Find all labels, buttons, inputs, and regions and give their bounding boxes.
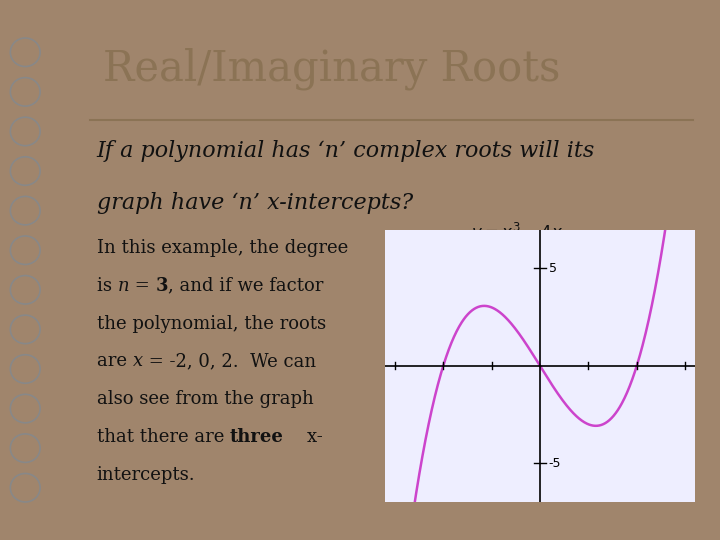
Text: are: are (96, 353, 132, 370)
Text: the polynomial, the roots: the polynomial, the roots (96, 315, 326, 333)
Text: If a polynomial has ‘n’ complex roots will its: If a polynomial has ‘n’ complex roots wi… (96, 140, 595, 163)
Text: x: x (132, 353, 143, 370)
Text: 5: 5 (549, 262, 557, 275)
Text: $y = x^3 - 4x$: $y = x^3 - 4x$ (471, 221, 563, 245)
Text: x-: x- (284, 428, 323, 446)
Text: In this example, the degree: In this example, the degree (96, 239, 348, 257)
Text: -5: -5 (549, 457, 561, 470)
Text: intercepts.: intercepts. (96, 466, 195, 484)
Text: that there are: that there are (96, 428, 230, 446)
Text: 3: 3 (156, 276, 168, 295)
Text: Real/Imaginary Roots: Real/Imaginary Roots (104, 47, 561, 90)
Text: , and if we factor: , and if we factor (168, 276, 323, 295)
Text: = -2, 0, 2.  We can: = -2, 0, 2. We can (143, 353, 316, 370)
Text: is: is (96, 276, 117, 295)
Text: also see from the graph: also see from the graph (96, 390, 313, 408)
Text: three: three (230, 428, 284, 446)
Text: n: n (117, 276, 129, 295)
Text: graph have ‘n’ x-intercepts?: graph have ‘n’ x-intercepts? (96, 192, 413, 214)
Text: =: = (129, 276, 156, 295)
